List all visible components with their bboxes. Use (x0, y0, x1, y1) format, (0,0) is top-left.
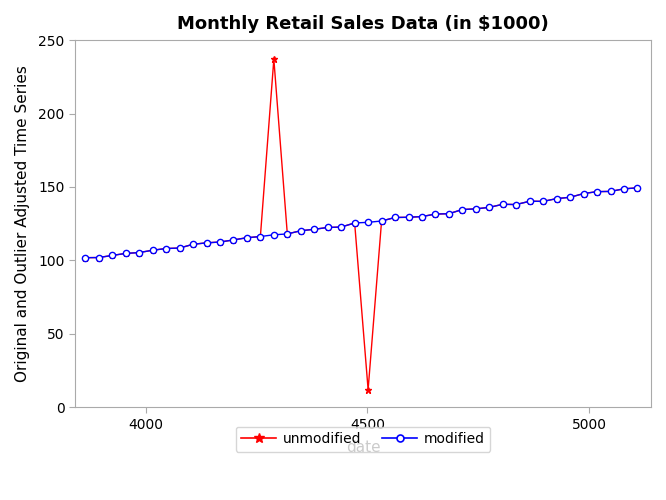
Y-axis label: Original and Outlier Adjusted Time Series: Original and Outlier Adjusted Time Serie… (15, 65, 30, 382)
Title: Monthly Retail Sales Data (in $1000): Monthly Retail Sales Data (in $1000) (177, 15, 549, 33)
X-axis label: date: date (346, 440, 380, 455)
Legend: unmodified, modified: unmodified, modified (236, 426, 490, 452)
